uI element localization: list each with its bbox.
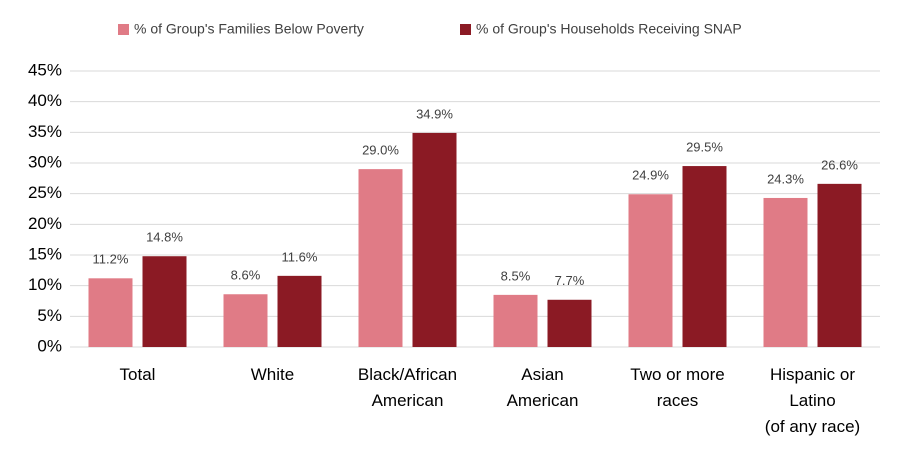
x-tick-label: Two or more races: [630, 365, 724, 410]
legend-swatch: [118, 24, 129, 35]
x-tick-label: Asian American: [507, 365, 579, 410]
y-tick-label: 45%: [28, 60, 62, 79]
y-tick-label: 25%: [28, 183, 62, 202]
value-label: 11.6%: [282, 249, 318, 264]
bar: [628, 194, 673, 347]
value-label: 7.7%: [555, 273, 585, 288]
x-tick-label: Black/African American: [358, 365, 457, 410]
value-label: 34.9%: [416, 106, 453, 121]
x-tick-label: White: [251, 365, 294, 384]
value-label: 29.0%: [362, 143, 399, 158]
value-label: 8.6%: [231, 268, 261, 283]
bar: [493, 294, 538, 347]
bar: [223, 294, 268, 347]
legend-swatch: [460, 24, 471, 35]
y-tick-label: 10%: [28, 275, 62, 294]
value-label: 29.5%: [686, 140, 723, 155]
x-tick-label: Total: [120, 365, 156, 384]
y-tick-label: 15%: [28, 244, 62, 263]
legend-label: % of Group's Families Below Poverty: [134, 21, 364, 37]
value-label: 14.8%: [146, 230, 183, 245]
value-label: 26.6%: [821, 157, 858, 172]
value-label: 8.5%: [501, 268, 531, 283]
y-tick-label: 0%: [37, 336, 62, 355]
legend-label: % of Group's Households Receiving SNAP: [476, 21, 742, 37]
bar: [412, 132, 457, 347]
x-tick-label: Hispanic or Latino (of any race): [765, 365, 860, 436]
bar: [142, 256, 187, 347]
bar: [88, 278, 133, 347]
value-label: 24.3%: [767, 171, 804, 186]
bar: [277, 275, 322, 347]
bar: [817, 183, 862, 347]
bar: [358, 169, 403, 347]
bar: [682, 166, 727, 347]
bar: [547, 299, 592, 347]
y-tick-label: 40%: [28, 91, 62, 110]
bar: [763, 197, 808, 347]
y-tick-label: 20%: [28, 214, 62, 233]
y-tick-label: 30%: [28, 152, 62, 171]
value-label: 24.9%: [632, 168, 669, 183]
value-label: 11.2%: [93, 252, 129, 267]
y-tick-label: 35%: [28, 122, 62, 141]
y-tick-label: 5%: [37, 306, 62, 325]
